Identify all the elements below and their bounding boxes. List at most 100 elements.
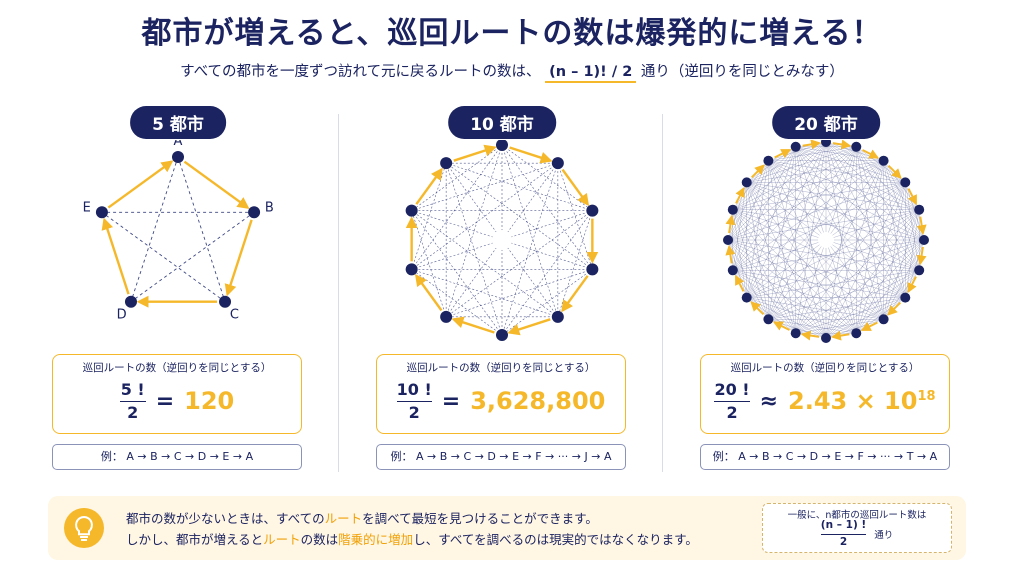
city-node — [405, 204, 418, 217]
graph-edge — [795, 270, 920, 334]
graph-edge — [501, 210, 593, 336]
graph-edge — [883, 239, 925, 320]
city-node — [900, 177, 911, 188]
tour-edge — [800, 330, 820, 341]
graph-edge — [732, 209, 925, 241]
subtitle-prefix: すべての都市を一度ずつ訪れて元に戻るルートの数は、 — [180, 64, 541, 80]
fraction-bar — [119, 400, 146, 403]
tour-edge — [916, 216, 927, 236]
graph-edge — [768, 182, 906, 320]
count-result: 3,628,800 — [470, 387, 605, 415]
tour-edge — [907, 188, 917, 206]
tour-edge — [107, 160, 174, 209]
graph-edge — [746, 182, 857, 334]
city-node — [440, 310, 453, 323]
equation-operator: = — [155, 388, 175, 414]
result-value: 120 — [184, 387, 235, 416]
city-node — [878, 155, 889, 166]
graph-edge — [411, 162, 558, 211]
route-graph-5: A B C D E — [83, 140, 274, 323]
graph-edge — [856, 146, 884, 320]
graph-edge — [411, 144, 503, 211]
graph-edge — [768, 160, 920, 271]
city-node — [586, 204, 599, 217]
graph-edge — [746, 182, 925, 241]
result-exponent: 18 — [917, 389, 936, 405]
result-value: 3,628,800 — [470, 387, 606, 416]
city-node — [900, 292, 911, 303]
note-title: 一般に、n都市の巡回ルート数は — [787, 510, 927, 521]
city-node — [763, 155, 774, 166]
graph-edge — [768, 297, 906, 320]
city-node — [790, 328, 801, 339]
graph-edge — [727, 146, 796, 241]
graph-edge — [732, 239, 925, 271]
page-subtitle: すべての都市を一度ずつ訪れて元に戻るルートの数は、 (n – 1)! / 2 通… — [0, 60, 1024, 83]
info-highlight: ルート — [263, 532, 301, 547]
count-equation: 10 ! 2 = 3,628,800 — [377, 381, 625, 422]
tour-edge — [183, 160, 250, 209]
info-text-part: を調べて最短を見つけることができます。 — [362, 511, 598, 526]
graph-edge — [732, 209, 884, 320]
tour-edge — [451, 316, 495, 334]
graph-edge — [727, 239, 920, 271]
count-result: 120 — [184, 387, 234, 415]
graph-edge — [795, 209, 920, 334]
graph-edge — [746, 270, 920, 298]
panel-label: 5 都市 — [130, 106, 226, 139]
tour-edge — [772, 321, 790, 331]
graph-edge — [177, 156, 226, 302]
city-node — [551, 310, 564, 323]
fraction-numerator: 5 ! — [120, 380, 145, 399]
route-count-box: 巡回ルートの数（逆回りを同じとする） 10 ! 2 = 3,628,800 — [376, 354, 626, 434]
city-label: E — [83, 200, 91, 215]
graph-edge — [732, 209, 857, 334]
tour-edge — [725, 244, 736, 264]
graph-edge — [768, 146, 857, 320]
city-node — [790, 141, 801, 152]
fraction-denominator: 2 — [408, 403, 420, 423]
graph-edge — [856, 270, 920, 334]
result-value: 2.43 × 10 — [788, 387, 918, 416]
subtitle-formula: (n – 1)! / 2 — [545, 64, 637, 83]
panel-label: 20 都市 — [772, 106, 880, 139]
city-node — [741, 177, 752, 188]
equation-operator: ≈ — [759, 388, 779, 414]
graph-edge — [411, 144, 503, 270]
tour-edge — [415, 167, 443, 205]
info-text-part: 都市の数が少ないときは、すべての — [126, 511, 325, 526]
info-text-part: し、すべてを調べるのは現実的ではなくなります。 — [413, 532, 698, 547]
fraction-numerator: 10 ! — [396, 380, 432, 399]
tour-edge — [750, 301, 765, 316]
city-label: C — [230, 308, 239, 323]
graph-edge — [795, 160, 884, 334]
graph-edge — [732, 270, 857, 334]
graph-edge — [411, 269, 558, 318]
city-node — [741, 292, 752, 303]
graph-edge — [768, 160, 906, 183]
panel-5-cities: 5 都市 A B C D E 巡回ルートの数（逆回りを同じとする） 5 ! 2 = 12… — [28, 104, 328, 472]
count-equation: 20 ! 2 ≈ 2.43 × 1018 — [701, 381, 949, 422]
tour-edge — [916, 246, 927, 266]
city-node — [496, 140, 508, 151]
graph-edge — [732, 209, 906, 298]
graph-edge — [501, 144, 593, 270]
graph-edge — [130, 156, 179, 302]
info-line-1: 都市の数が少ないときは、すべてのルートを調べて最短を見つけることができます。 — [126, 508, 698, 529]
info-highlight: 階乗的に増加 — [338, 532, 414, 547]
city-node — [248, 206, 261, 219]
tour-edge — [414, 273, 443, 312]
graph-edge — [746, 182, 884, 320]
count-fraction: 20 ! 2 — [714, 381, 750, 422]
fraction-denominator: 2 — [839, 535, 848, 548]
subtitle-suffix: 通り（逆回りを同じとみなす） — [640, 64, 844, 80]
tour-edge — [887, 164, 902, 179]
graph-edge — [746, 160, 884, 183]
info-highlight: ルート — [324, 511, 363, 526]
graph-edge — [795, 146, 920, 210]
city-node — [914, 204, 925, 215]
city-node — [919, 235, 929, 245]
fraction-bar — [396, 400, 432, 403]
graph-edge — [727, 141, 827, 241]
graph-edge — [825, 146, 857, 339]
